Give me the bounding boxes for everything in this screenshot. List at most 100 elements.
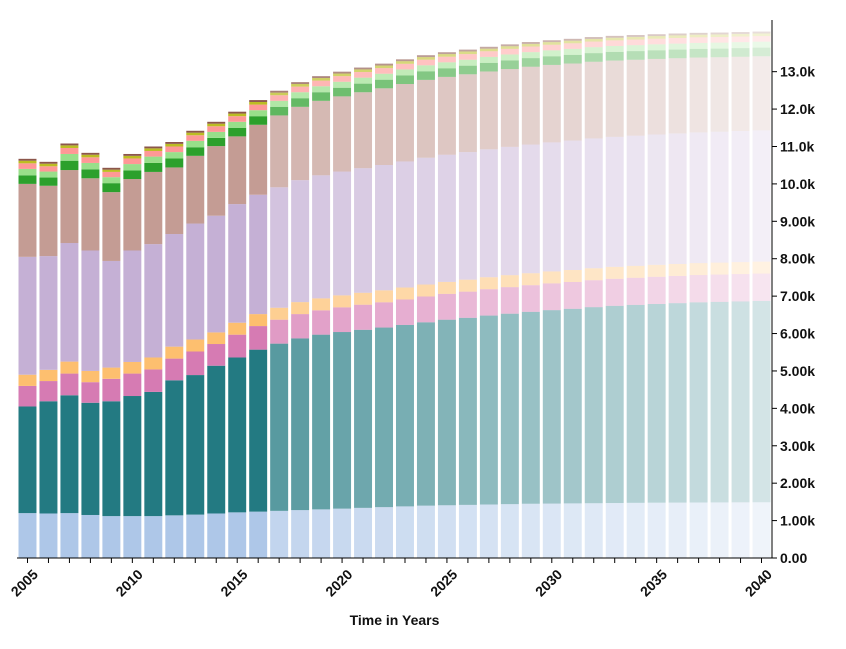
bar-segment-2026-s4 bbox=[458, 152, 477, 280]
bar-segment-2025-s10 bbox=[437, 52, 456, 55]
bar-segment-2033-s10 bbox=[605, 35, 624, 38]
bar-segment-2033-s0 bbox=[605, 503, 624, 558]
bar-segment-2021-s8 bbox=[354, 72, 373, 78]
bar-segment-2028-s6 bbox=[500, 60, 519, 70]
bar-segment-2014-s2 bbox=[207, 344, 226, 366]
bar-segment-2028-s2 bbox=[500, 287, 519, 314]
bar-segment-2040-s2 bbox=[752, 273, 771, 301]
bar-segment-2006-s7 bbox=[39, 171, 58, 178]
bar-segment-2039-s1 bbox=[731, 301, 750, 503]
x-axis-title: Time in Years bbox=[350, 612, 440, 628]
x-tick-label: 2020 bbox=[322, 566, 355, 599]
bar-segment-2024-s1 bbox=[416, 322, 435, 506]
bar-segment-2036-s10 bbox=[668, 33, 687, 36]
bar-segment-2038-s5 bbox=[710, 57, 729, 132]
bar-segment-2013-s6 bbox=[186, 147, 205, 156]
bar-segment-2018-s5 bbox=[291, 106, 310, 181]
bar-segment-2032-s9 bbox=[584, 38, 603, 42]
bar-segment-2034-s1 bbox=[626, 304, 645, 503]
bar-segment-2034-s10 bbox=[626, 35, 645, 37]
bar-segment-2012-s7 bbox=[165, 152, 184, 159]
bar-segment-2015-s6 bbox=[228, 127, 247, 137]
bar-segment-2027-s10 bbox=[479, 46, 498, 49]
bar-segment-2034-s7 bbox=[626, 45, 645, 52]
bar-segment-2014-s8 bbox=[207, 126, 226, 132]
bar-segment-2018-s10 bbox=[291, 82, 310, 85]
bar-segment-2033-s8 bbox=[605, 40, 624, 46]
bar-segment-2007-s10 bbox=[60, 143, 79, 146]
bar-segment-2019-s6 bbox=[312, 92, 331, 101]
bar-segment-2017-s9 bbox=[270, 92, 289, 96]
bar-segment-2030-s2 bbox=[542, 283, 561, 311]
bar-segment-2009-s8 bbox=[102, 171, 121, 178]
bar-segment-2040-s5 bbox=[752, 56, 771, 131]
bar-segment-2006-s6 bbox=[39, 177, 58, 186]
bar-segment-2031-s3 bbox=[563, 270, 582, 282]
bar-segment-2016-s9 bbox=[249, 101, 268, 105]
bar-segment-2031-s10 bbox=[563, 38, 582, 41]
bar-segment-2011-s0 bbox=[144, 516, 163, 558]
bar-segment-2015-s0 bbox=[228, 512, 247, 558]
bar-segment-2010-s1 bbox=[123, 396, 142, 517]
bar-segment-2034-s0 bbox=[626, 502, 645, 558]
bar-segment-2020-s9 bbox=[333, 73, 352, 77]
bar-segment-2013-s9 bbox=[186, 132, 205, 136]
bar-segment-2014-s1 bbox=[207, 365, 226, 514]
bar-segment-2038-s2 bbox=[710, 274, 729, 302]
bar-segment-2008-s10 bbox=[81, 152, 100, 155]
bar-segment-2011-s9 bbox=[144, 148, 163, 151]
x-tick-label: 2035 bbox=[637, 566, 670, 599]
bar-segment-2035-s0 bbox=[647, 502, 666, 558]
bar-segment-2021-s10 bbox=[354, 67, 373, 70]
bar-segment-2022-s8 bbox=[375, 68, 393, 74]
bar-segment-2026-s9 bbox=[458, 51, 477, 55]
y-tick-label: 9.00k bbox=[780, 213, 815, 229]
bar-segment-2012-s5 bbox=[165, 167, 184, 235]
bar-segment-2022-s2 bbox=[375, 302, 393, 328]
bar-segment-2028-s7 bbox=[500, 54, 519, 61]
bar-segment-2024-s7 bbox=[416, 65, 435, 72]
x-tick-label: 2030 bbox=[532, 566, 565, 599]
bar-segment-2035-s4 bbox=[647, 134, 666, 265]
bar-layer bbox=[18, 31, 771, 558]
bar-segment-2022-s10 bbox=[375, 63, 393, 66]
y-tick-label: 11.0k bbox=[780, 138, 814, 154]
bar-segment-2038-s6 bbox=[710, 48, 729, 58]
bar-segment-2038-s9 bbox=[710, 34, 729, 38]
bar-segment-2016-s3 bbox=[249, 314, 268, 327]
x-tick-label: 2005 bbox=[8, 566, 41, 599]
bar-segment-2020-s8 bbox=[333, 76, 352, 82]
x-tick-label: 2040 bbox=[742, 566, 775, 599]
bar-segment-2023-s5 bbox=[396, 84, 414, 162]
bar-segment-2032-s3 bbox=[584, 268, 603, 281]
bar-segment-2018-s8 bbox=[291, 86, 310, 93]
bar-segment-2030-s4 bbox=[542, 142, 561, 272]
bar-segment-2039-s6 bbox=[731, 48, 750, 57]
bar-segment-2023-s0 bbox=[396, 506, 414, 558]
bar-segment-2023-s10 bbox=[396, 59, 414, 62]
bar-segment-2008-s8 bbox=[81, 157, 100, 163]
bar-segment-2036-s4 bbox=[668, 133, 687, 264]
bar-segment-2021-s4 bbox=[354, 168, 373, 293]
bar-segment-2039-s10 bbox=[731, 32, 750, 34]
bar-segment-2014-s3 bbox=[207, 332, 226, 345]
bar-segment-2021-s2 bbox=[354, 304, 373, 330]
bar-segment-2017-s4 bbox=[270, 187, 289, 308]
bar-segment-2040-s6 bbox=[752, 47, 771, 57]
bar-segment-2034-s6 bbox=[626, 51, 645, 60]
bar-segment-2034-s3 bbox=[626, 265, 645, 278]
bar-segment-2023-s1 bbox=[396, 324, 414, 507]
bar-segment-2031-s4 bbox=[563, 140, 582, 271]
bar-segment-2009-s6 bbox=[102, 183, 121, 193]
bar-segment-2031-s5 bbox=[563, 63, 582, 141]
bar-segment-2021-s3 bbox=[354, 292, 373, 305]
bar-segment-2029-s7 bbox=[521, 52, 540, 59]
bar-segment-2026-s10 bbox=[458, 49, 477, 52]
bar-segment-2019-s8 bbox=[312, 80, 331, 87]
bar-segment-2014-s6 bbox=[207, 137, 226, 147]
bar-segment-2033-s6 bbox=[605, 51, 624, 61]
bar-segment-2024-s5 bbox=[416, 79, 435, 158]
bar-segment-2036-s7 bbox=[668, 43, 687, 50]
bar-segment-2037-s1 bbox=[689, 302, 708, 503]
bar-segment-2037-s8 bbox=[689, 37, 708, 43]
